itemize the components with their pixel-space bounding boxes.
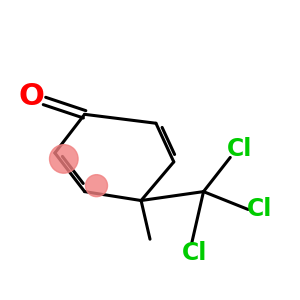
Text: O: O <box>18 82 44 111</box>
Text: Cl: Cl <box>247 197 273 221</box>
Text: Cl: Cl <box>182 241 207 265</box>
Circle shape <box>85 175 107 197</box>
Text: Cl: Cl <box>226 136 252 160</box>
Circle shape <box>50 145 78 173</box>
